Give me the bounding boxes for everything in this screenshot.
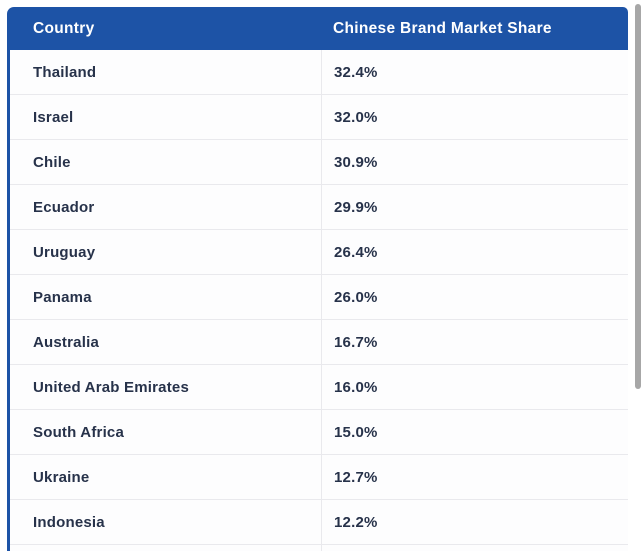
header-cell-share: Chinese Brand Market Share — [333, 19, 552, 37]
table-row: Panama 26.0% — [10, 275, 628, 320]
country-cell: United Arab Emirates — [33, 378, 189, 396]
country-cell: Panama — [33, 288, 92, 306]
header-cell-country: Country — [33, 19, 95, 37]
share-cell — [321, 545, 628, 551]
share-cell: 26.0% — [321, 275, 628, 319]
country-cell: South Africa — [33, 423, 125, 441]
share-cell: 12.2% — [321, 500, 628, 544]
share-cell: 16.7% — [321, 320, 628, 364]
share-cell: 16.0% — [321, 365, 628, 409]
country-cell: Australia — [33, 333, 99, 351]
country-cell — [10, 545, 321, 551]
country-cell: Ecuador — [33, 198, 95, 216]
share-cell: 26.4% — [321, 230, 628, 274]
table-row: Chile 30.9% — [10, 140, 628, 185]
market-share-table: Country Chinese Brand Market Share Thail… — [7, 7, 628, 551]
table-body: Thailand 32.4% Israel 32.0% Chile 30.9% … — [7, 50, 628, 551]
table-row: South Africa 15.0% — [10, 410, 628, 455]
country-cell: Israel — [33, 108, 74, 126]
table-row: Indonesia 12.2% — [10, 500, 628, 545]
table-row: Ecuador 29.9% — [10, 185, 628, 230]
share-cell: 32.4% — [321, 50, 628, 94]
share-cell: 29.9% — [321, 185, 628, 229]
table-row: United Arab Emirates 16.0% — [10, 365, 628, 410]
table-row: Ukraine 12.7% — [10, 455, 628, 500]
country-cell: Indonesia — [33, 513, 105, 531]
country-cell: Uruguay — [33, 243, 96, 261]
share-cell: 12.7% — [321, 455, 628, 499]
share-cell: 30.9% — [321, 140, 628, 184]
country-cell: Chile — [33, 153, 71, 171]
country-cell: Ukraine — [33, 468, 90, 486]
table-header: Country Chinese Brand Market Share — [7, 7, 628, 50]
table-row: Uruguay 26.4% — [10, 230, 628, 275]
table-row: Israel 32.0% — [10, 95, 628, 140]
share-cell: 15.0% — [321, 410, 628, 454]
table-row: Australia 16.7% — [10, 320, 628, 365]
table-row: Thailand 32.4% — [10, 50, 628, 95]
partial-row — [10, 545, 628, 551]
country-cell: Thailand — [33, 63, 97, 81]
vertical-scrollbar-thumb[interactable] — [635, 4, 641, 389]
share-cell: 32.0% — [321, 95, 628, 139]
